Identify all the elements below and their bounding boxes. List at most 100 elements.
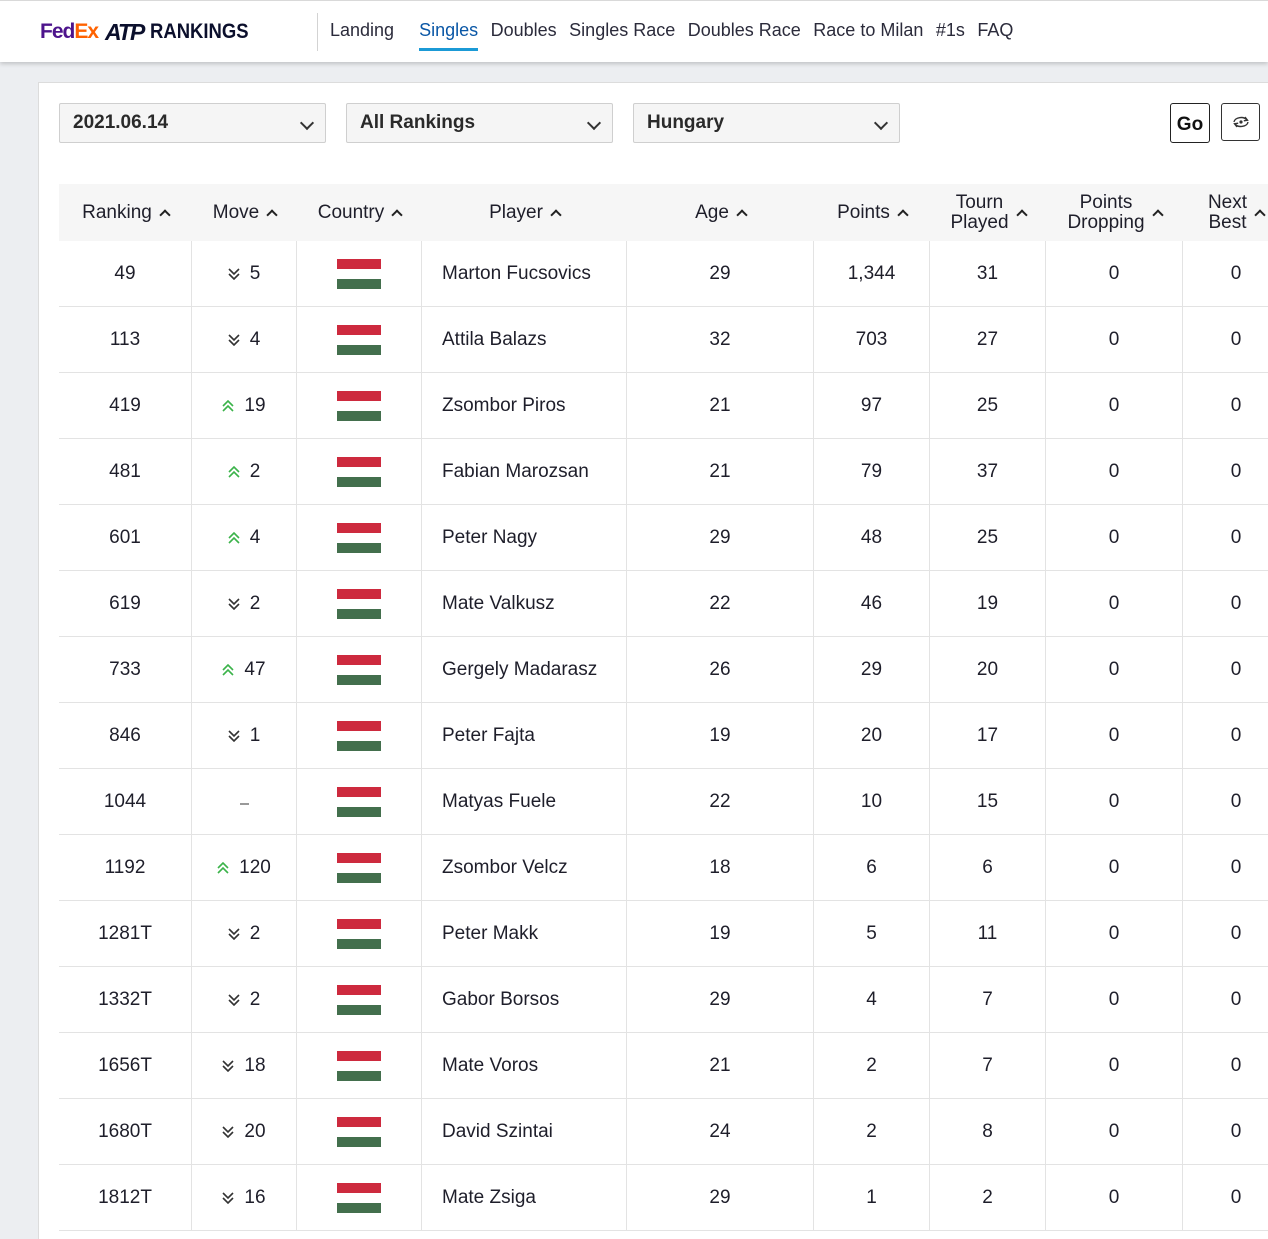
- cell-played: 31: [930, 241, 1046, 306]
- cell-country: [297, 373, 422, 438]
- column-header-tourn[interactable]: Tourn Played: [930, 184, 1046, 241]
- move-arrow: [228, 597, 240, 610]
- reset-filters-button[interactable]: [1221, 103, 1260, 141]
- hungary-flag-icon: [337, 456, 381, 487]
- cell-player[interactable]: Gabor Borsos: [422, 967, 627, 1032]
- cell-points: 97: [814, 373, 930, 438]
- move-indicator: 19: [222, 395, 266, 417]
- move-value: 2: [249, 922, 261, 944]
- table-row: 1332T 2 Gabor Borsos 29 4 7 0 0: [59, 967, 1268, 1033]
- cell-player[interactable]: Zsombor Velcz: [422, 835, 627, 900]
- cell-player[interactable]: Attila Balazs: [422, 307, 627, 372]
- cell-next: 0: [1230, 658, 1242, 680]
- rankings-table-body: 49 5 Marton Fucsovics 29 1,344 31 0 0 113 4 Attila…: [59, 241, 1268, 1231]
- move-arrow: [222, 1191, 234, 1204]
- cell-age: 18: [627, 835, 814, 900]
- cell-rank: 619: [59, 571, 192, 636]
- table-row: 419 19 Zsombor Piros 21 97 25 0 0: [59, 373, 1268, 439]
- move-up-icon: [228, 531, 240, 544]
- cell-next: 0: [1230, 790, 1242, 812]
- cell-played: 25: [930, 505, 1046, 570]
- nav-item-faq[interactable]: FAQ: [977, 20, 1014, 40]
- nav-item-singles-race[interactable]: Singles Race: [569, 20, 676, 40]
- cell-played: 19: [930, 571, 1046, 636]
- move-arrow: [228, 927, 240, 940]
- nav-item-landing[interactable]: Landing: [330, 20, 395, 40]
- cell-next: 0: [1230, 262, 1242, 284]
- column-header-label-line: Next: [1207, 191, 1248, 213]
- column-header-age[interactable]: Age: [627, 184, 814, 241]
- cell-dropping: 0: [1046, 703, 1183, 768]
- nav-item-doubles-race[interactable]: Doubles Race: [687, 20, 801, 40]
- column-header-ranking[interactable]: Ranking: [59, 184, 192, 241]
- move-indicator: 2: [228, 922, 261, 945]
- nav-item-singles[interactable]: Singles: [419, 20, 479, 51]
- cell-player[interactable]: Zsombor Piros: [422, 373, 627, 438]
- cell-rank: 733: [59, 637, 192, 702]
- cell-country: [297, 835, 422, 900]
- move-up-icon: [228, 465, 240, 478]
- nav-item-1s[interactable]: #1s: [935, 20, 965, 40]
- cell-next: 0: [1230, 328, 1242, 350]
- nav-item-doubles[interactable]: Doubles: [490, 20, 557, 40]
- cell-player[interactable]: Peter Makk: [422, 901, 627, 966]
- column-header-dropping[interactable]: Points Dropping: [1046, 184, 1183, 241]
- move-up-icon: [222, 663, 234, 676]
- nav-item-race-to-milan[interactable]: Race to Milan: [813, 20, 924, 40]
- cell-player[interactable]: Peter Nagy: [422, 505, 627, 570]
- cell-points: 4: [814, 967, 930, 1032]
- cell-next: 0: [1230, 526, 1242, 548]
- move-arrow: [228, 333, 240, 346]
- cell-player[interactable]: Fabian Marozsan: [422, 439, 627, 504]
- cell-dropping: 0: [1046, 835, 1183, 900]
- cell-player[interactable]: Mate Voros: [422, 1033, 627, 1098]
- column-header-label: Tourn Played: [950, 191, 1008, 233]
- cell-player[interactable]: Mate Zsiga: [422, 1165, 627, 1230]
- cell-move: 16: [192, 1165, 297, 1230]
- column-header-points[interactable]: Points: [814, 184, 930, 241]
- cell-player[interactable]: Matyas Fuele: [422, 769, 627, 834]
- cell-player[interactable]: David Szintai: [422, 1099, 627, 1164]
- column-header-player[interactable]: Player: [422, 184, 627, 241]
- column-header-label-line: Ranking: [82, 201, 152, 223]
- nav-divider: [317, 13, 318, 51]
- fedex-atp-rankings-logo[interactable]: Fed Ex ATP RANKINGS: [40, 17, 262, 47]
- hungary-flag-icon: [337, 852, 381, 883]
- no-change-icon: [239, 802, 249, 805]
- move-indicator: 2: [228, 461, 260, 483]
- cell-country: [297, 967, 422, 1032]
- logo-atp-text: ATP: [105, 18, 145, 45]
- cell-points: 2: [814, 1099, 930, 1164]
- hungary-flag-icon: [337, 786, 381, 817]
- date-select[interactable]: 2021.06.14: [59, 103, 326, 143]
- cell-player[interactable]: Mate Valkusz: [422, 571, 627, 636]
- cell-player[interactable]: Peter Fajta: [422, 703, 627, 768]
- cell-move: 1: [192, 703, 297, 768]
- column-header-label: Points: [837, 202, 890, 223]
- country-select[interactable]: Hungary: [633, 103, 900, 143]
- cell-rank: 481: [59, 439, 192, 504]
- cell-next: 0: [1230, 922, 1242, 944]
- main-nav: Landing Singles Doubles Singles Race Doubles…: [330, 20, 1026, 51]
- go-button[interactable]: Go: [1170, 103, 1210, 143]
- cell-move: 20: [192, 1099, 297, 1164]
- cell-player[interactable]: Marton Fucsovics: [422, 241, 627, 306]
- sort-caret-icon: [1015, 208, 1028, 221]
- move-down-icon: [222, 1059, 234, 1072]
- cell-player[interactable]: Gergely Madarasz: [422, 637, 627, 702]
- cell-move: 5: [192, 241, 297, 306]
- cell-country: [297, 241, 422, 306]
- move-down-icon: [228, 267, 240, 280]
- column-header-move[interactable]: Move: [192, 184, 297, 241]
- cell-dropping: 0: [1046, 901, 1183, 966]
- cell-next: 0: [1230, 592, 1242, 614]
- rank-range-select[interactable]: All Rankings: [346, 103, 613, 143]
- column-header-label: Points Dropping: [1067, 192, 1144, 233]
- move-down-icon: [228, 927, 240, 940]
- column-header-label-line: Age: [695, 201, 729, 223]
- column-header-country[interactable]: Country: [297, 184, 422, 241]
- column-header-next[interactable]: Next Best: [1183, 184, 1268, 241]
- cell-move: 120: [192, 835, 297, 900]
- hungary-flag-icon: [337, 984, 381, 1015]
- column-header-label-line: Tourn: [955, 191, 1004, 213]
